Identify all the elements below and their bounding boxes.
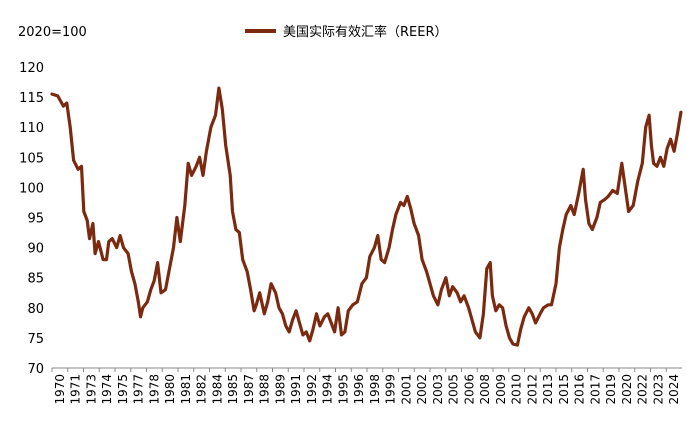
x-tick-label: 1991 [289, 374, 303, 405]
x-tick-label: 2008 [478, 374, 492, 405]
x-tick-label: 1982 [195, 374, 209, 405]
y-tick-label: 75 [27, 332, 44, 347]
x-tick-label: 2024 [667, 374, 681, 405]
x-tick-label: 1989 [273, 374, 287, 405]
y-tick-label: 95 [27, 212, 44, 227]
y-tick-label: 120 [19, 61, 44, 76]
x-tick-label: 1973 [84, 374, 98, 405]
x-axis: 1970 1971 1973 1974 1975 1977 1978 1980 1981 1982… [51, 367, 682, 405]
x-tick-label: 1994 [321, 374, 335, 405]
x-tick-label: 2017 [588, 374, 602, 405]
x-tick-label: 1988 [258, 374, 272, 405]
x-tick-label: 1987 [242, 374, 256, 405]
x-tick-label: 1981 [179, 374, 193, 405]
x-tick-label: 1998 [368, 374, 382, 405]
y-tick-label: 100 [19, 181, 44, 196]
x-tick-label: 1978 [147, 374, 161, 405]
x-tick-label: 1996 [352, 374, 366, 405]
x-tick-label: 2015 [557, 374, 571, 405]
x-tick-label: 2020 [620, 374, 634, 405]
x-tick-label: 2002 [415, 374, 429, 405]
y-axis: 70 75 80 85 90 95 100 105 110 115 120 [19, 61, 44, 377]
x-tick-label: 2001 [399, 374, 413, 405]
x-tick-label: 2023 [651, 374, 665, 405]
x-tick-label: 1975 [116, 374, 130, 405]
x-tick-label: 2003 [431, 374, 445, 405]
x-tick-label: 1984 [210, 374, 224, 405]
x-tick-label: 2013 [541, 374, 555, 405]
x-tick-label: 1980 [163, 374, 177, 405]
y-tick-label: 110 [19, 121, 44, 136]
x-tick-label: 2005 [447, 374, 461, 405]
series-line-reer [50, 86, 683, 347]
x-tick-label: 2016 [573, 374, 587, 405]
y-tick-label: 85 [27, 272, 44, 287]
y-tick-label: 90 [27, 242, 44, 257]
y-tick-label: 70 [27, 362, 44, 377]
y-tick-label: 80 [27, 302, 44, 317]
x-tick-label: 1992 [305, 374, 319, 405]
x-tick-label: 2009 [494, 374, 508, 405]
x-tick-label: 1974 [100, 374, 114, 405]
x-tick-label: 2006 [462, 374, 476, 405]
x-tick-label: 1995 [336, 374, 350, 405]
x-tick-label: 2010 [510, 374, 524, 405]
x-tick-label: 1999 [384, 374, 398, 405]
x-tick-label: 2012 [525, 374, 539, 405]
x-tick-label: 1985 [226, 374, 240, 405]
legend-label: 美国实际有效汇率（REER） [283, 24, 448, 40]
x-tick-label: 1977 [132, 374, 146, 405]
unit-label: 2020=100 [18, 25, 87, 40]
plot-area [50, 86, 683, 347]
y-tick-label: 115 [19, 91, 44, 106]
x-tick-label: 2022 [636, 374, 650, 405]
legend: 美国实际有效汇率（REER） [245, 24, 448, 40]
x-tick-label: 1971 [69, 374, 83, 405]
x-tick-label: 1970 [53, 374, 67, 405]
y-tick-label: 105 [19, 151, 44, 166]
x-tick-label: 2019 [604, 374, 618, 405]
